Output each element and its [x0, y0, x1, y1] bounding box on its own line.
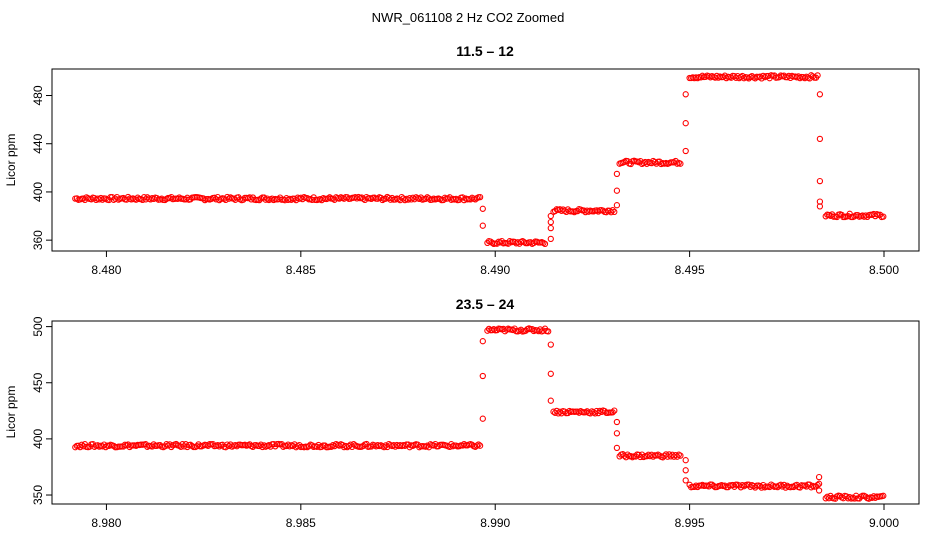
- panel-2-points: [72, 325, 887, 502]
- panel-2-data-point: [350, 441, 357, 448]
- panel-1-data-point: [541, 240, 549, 248]
- panel-1-transition-point: [547, 212, 554, 220]
- panel-2-transition-point: [682, 477, 689, 484]
- panel-1-transition-point: [816, 135, 824, 143]
- panel-1-transition-point: [613, 187, 621, 194]
- panel-2-transition-point: [547, 341, 554, 348]
- panel-1-transition-point: [816, 203, 824, 210]
- panel-2-y-tick-label: 450: [31, 372, 45, 392]
- panel-2-x-tick-label: 9.000: [869, 516, 899, 530]
- panel-2-data-point: [328, 443, 335, 450]
- panel-1-transition-point: [816, 177, 824, 185]
- panel-2-transition-point: [815, 480, 823, 487]
- panel-2-transition-point: [815, 473, 823, 481]
- panel-1-y-axis: 360 400 440 480: [31, 85, 52, 250]
- panel-1-transition-point: [682, 120, 689, 127]
- panel-1-data-point: [211, 194, 218, 201]
- panel-2-data-point: [476, 442, 484, 449]
- panel-2-x-tick-label: 8.985: [286, 516, 316, 530]
- panel-2-y-tick-label: 350: [31, 485, 45, 505]
- panel-2-transition-point: [613, 444, 621, 452]
- panel-1-y-tick-label: 440: [31, 133, 45, 153]
- panel-2-data-point: [609, 409, 616, 416]
- panel-1-transition-point: [479, 222, 486, 229]
- panel-1-points: [72, 72, 887, 248]
- panel-1-x-tick-label: 8.500: [869, 263, 899, 277]
- panel-2-y-tick-label: 500: [31, 316, 45, 336]
- panel-2-transition-point: [613, 418, 621, 426]
- panel-2-data-point: [814, 481, 821, 489]
- panel-1-transition-point: [479, 205, 486, 212]
- panel-1-title: 11.5 – 12: [456, 43, 514, 59]
- panel-2-data-point: [475, 441, 482, 448]
- panel-2-transition-point: [613, 430, 621, 437]
- panel-1-x-axis: 8.480 8.485 8.490 8.495 8.500: [91, 251, 899, 277]
- panel-1-x-tick-label: 8.495: [675, 263, 705, 277]
- panel-2-x-tick-label: 8.980: [91, 516, 121, 530]
- panel-2-x-axis: 8.980 8.985 8.990 8.995 9.000: [91, 504, 899, 530]
- panel-1-data-point: [846, 210, 853, 217]
- panel-2-transition-point: [682, 467, 689, 474]
- panel-2-data-point: [102, 443, 109, 451]
- panel-2-y-axis: 350 400 450 500: [31, 316, 52, 505]
- panel-1-data-point: [476, 193, 484, 201]
- panel-1-data-point: [611, 208, 618, 216]
- panel-1-y-tick-label: 400: [31, 182, 45, 202]
- panel-2-data-point: [380, 443, 388, 451]
- panel-2-plot-box: [51, 320, 920, 505]
- panel-2-transition-point: [479, 415, 486, 422]
- panel-2-data-point: [163, 441, 170, 448]
- panel-1-y-tick-label: 480: [31, 85, 45, 105]
- panel-1-data-point: [326, 194, 333, 201]
- panel-2-transition-point: [815, 487, 823, 494]
- panel-2: 23.5 – 24 Licor ppm 8.980 8.985 8.990 8.995…: [4, 296, 920, 530]
- panel-2-transition-point: [547, 370, 554, 377]
- panel-2-data-point: [555, 410, 562, 417]
- panel-1-data-point: [677, 160, 684, 167]
- panel-2-y-axis-label: Licor ppm: [4, 386, 18, 439]
- panel-1-transition-point: [682, 91, 689, 98]
- panel-1-transition-point: [613, 202, 621, 209]
- panel-1-x-tick-label: 8.485: [286, 263, 316, 277]
- panel-1-y-axis-label: Licor ppm: [4, 134, 18, 187]
- panel-1-data-point: [814, 72, 821, 79]
- panel-1-transition-point: [547, 218, 554, 226]
- panel-2-transition-point: [547, 397, 554, 404]
- panel-2-data-point: [865, 495, 873, 502]
- panel-2-data-point: [172, 440, 180, 448]
- panel-1: 11.5 – 12 Licor ppm 8.480 8.485 8.490 8.495…: [4, 43, 920, 277]
- panel-1-y-tick-label: 360: [31, 230, 45, 250]
- panel-2-transition-point: [479, 338, 486, 345]
- panel-1-transition-point: [682, 147, 689, 155]
- panel-1-transition-point: [547, 235, 554, 243]
- panel-1-transition-point: [613, 170, 621, 178]
- panel-2-data-point: [611, 407, 618, 414]
- panel-1-transition-point: [816, 91, 824, 98]
- panel-2-data-point: [677, 452, 684, 459]
- panel-1-data-point: [609, 207, 616, 214]
- panel-1-data-point: [880, 213, 887, 220]
- panel-2-transition-point: [479, 372, 486, 380]
- panel-2-transition-point: [682, 457, 689, 464]
- panel-2-data-point: [545, 328, 552, 335]
- panel-2-title: 23.5 – 24: [456, 296, 515, 312]
- panel-2-data-point: [822, 495, 829, 502]
- panel-1-transition-point: [547, 224, 554, 232]
- panel-1-plot-box: [51, 68, 920, 252]
- figure-title: NWR_061108 2 Hz CO2 Zoomed: [372, 10, 565, 25]
- panel-1-x-tick-label: 8.490: [480, 263, 510, 277]
- panel-1-x-tick-label: 8.480: [91, 263, 121, 277]
- panel-2-x-tick-label: 8.995: [675, 516, 705, 530]
- panel-2-y-tick-label: 400: [31, 429, 45, 449]
- panel-2-data-point: [880, 492, 887, 499]
- panel-2-x-tick-label: 8.990: [480, 516, 510, 530]
- panel-2-data-point: [777, 481, 784, 488]
- panel-2-data-point: [624, 451, 631, 458]
- panel-2-data-point: [406, 444, 413, 451]
